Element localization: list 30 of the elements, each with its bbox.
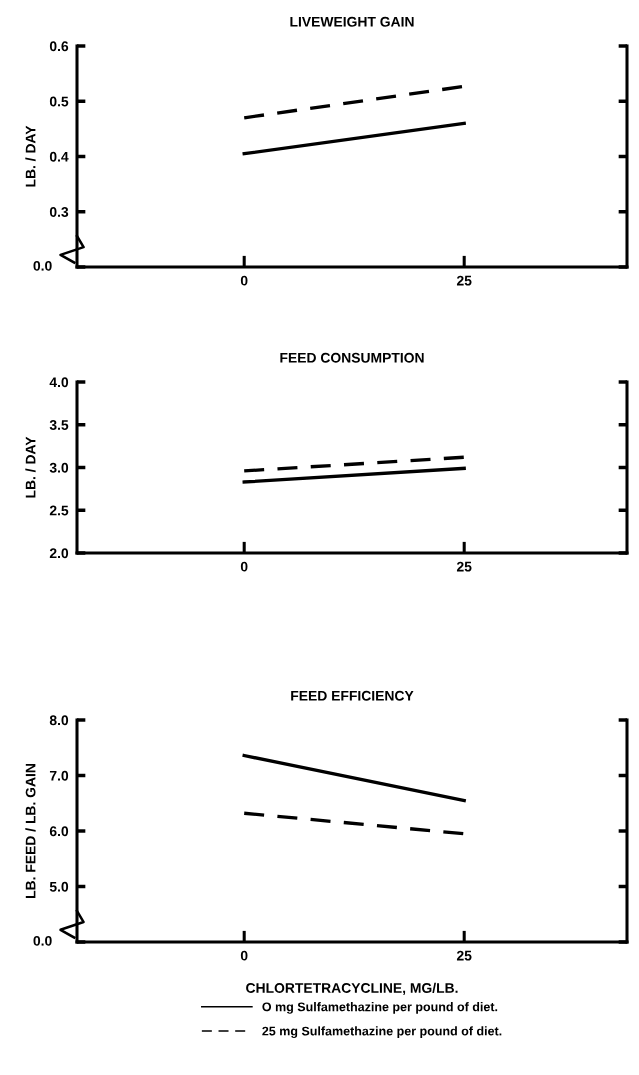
y-tick-label: 0.4 bbox=[49, 151, 69, 162]
x-axis-title: CHLORTETRACYCLINE, MG/LB. bbox=[246, 982, 458, 995]
y-tick-label: 4.0 bbox=[49, 377, 69, 388]
y-tick-label: 5.0 bbox=[49, 881, 69, 892]
x-tick-label: 25 bbox=[456, 275, 472, 286]
y-tick-label: 6.0 bbox=[49, 826, 69, 837]
y-axis-title: LB. / DAY bbox=[25, 436, 36, 498]
x-tick-label: 0 bbox=[240, 561, 248, 572]
y-tick-label: 0.5 bbox=[49, 96, 69, 107]
y-tick-label: 3.0 bbox=[49, 462, 69, 473]
y-tick-label: 0.6 bbox=[49, 41, 69, 52]
y-tick-label: 2.5 bbox=[49, 505, 69, 516]
y-axis-title: LB. / DAY bbox=[25, 125, 36, 187]
x-tick-label: 25 bbox=[456, 561, 472, 572]
chart-title: LIVEWEIGHT GAIN bbox=[290, 16, 414, 27]
chart-title: FEED EFFICIENCY bbox=[291, 690, 414, 701]
legend-label: O mg Sulfamethazine per pound of diet. bbox=[262, 1002, 498, 1014]
x-tick-label: 0 bbox=[240, 950, 248, 961]
chart-title: FEED CONSUMPTION bbox=[280, 352, 424, 363]
text: 0.0 bbox=[33, 260, 52, 271]
y-tick-label: 0.3 bbox=[49, 207, 69, 217]
y-tick-label: 8.0 bbox=[49, 715, 69, 726]
text: 0.0 bbox=[33, 935, 52, 946]
x-tick-label: 25 bbox=[456, 950, 472, 961]
y-tick-label: 3.5 bbox=[49, 420, 69, 430]
legend-label: 25 mg Sulfamethazine per pound of diet. bbox=[262, 1026, 502, 1038]
y-axis-title: LB. FEED / LB. GAIN bbox=[25, 764, 36, 898]
y-tick-label: 7.0 bbox=[49, 770, 69, 781]
y-tick-label: 2.0 bbox=[49, 548, 69, 559]
x-tick-label: 0 bbox=[240, 275, 248, 286]
